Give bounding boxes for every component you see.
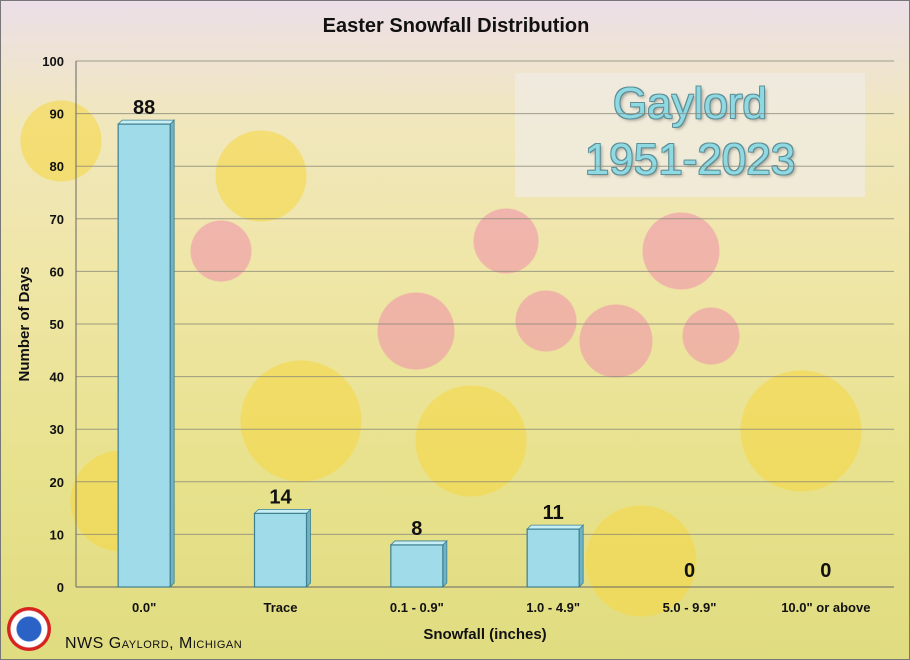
y-tick-label: 60	[50, 264, 64, 279]
y-tick-label: 50	[50, 317, 64, 332]
bar	[253, 512, 308, 588]
bar	[526, 528, 580, 588]
x-tick-label: 10.0" or above	[781, 600, 870, 615]
bar-side	[169, 119, 175, 588]
bar	[390, 544, 444, 588]
data-label: 88	[133, 97, 155, 119]
y-tick-label: 70	[50, 212, 64, 227]
y-tick-label: 80	[50, 159, 64, 174]
y-tick-label: 90	[50, 107, 64, 122]
y-axis-title: Number of Days	[16, 266, 33, 381]
y-tick-label: 100	[42, 54, 64, 69]
data-label: 8	[411, 518, 422, 540]
y-tick-label: 10	[50, 527, 64, 542]
data-label: 0	[820, 560, 831, 582]
bar-side	[442, 539, 448, 588]
y-tick-label: 40	[50, 370, 64, 385]
footer-credit: NWS Gaylord, Michigan	[65, 635, 243, 652]
station-label-box: Gaylord 1951-2023	[515, 73, 865, 197]
y-tick-label: 0	[57, 580, 64, 595]
x-tick-label: Trace	[264, 600, 298, 615]
bar-side	[306, 508, 311, 588]
x-axis-title: Snowfall (inches)	[423, 626, 546, 643]
x-tick-label: 1.0 - 4.9"	[526, 600, 580, 615]
bar	[117, 123, 171, 588]
station-name: Gaylord	[612, 79, 768, 128]
chart-title: Easter Snowfall Distribution	[322, 15, 590, 37]
y-tick-label: 20	[50, 475, 64, 490]
nws-logo-icon	[7, 607, 51, 651]
station-period: 1951-2023	[584, 135, 796, 184]
x-tick-label: 0.1 - 0.9"	[390, 600, 444, 615]
data-label: 11	[543, 502, 564, 524]
x-tick-label: 0.0"	[132, 600, 156, 615]
data-label: 14	[269, 486, 292, 508]
x-tick-label: 5.0 - 9.9"	[663, 600, 717, 615]
y-tick-label: 30	[50, 422, 64, 437]
data-label: 0	[684, 560, 695, 582]
